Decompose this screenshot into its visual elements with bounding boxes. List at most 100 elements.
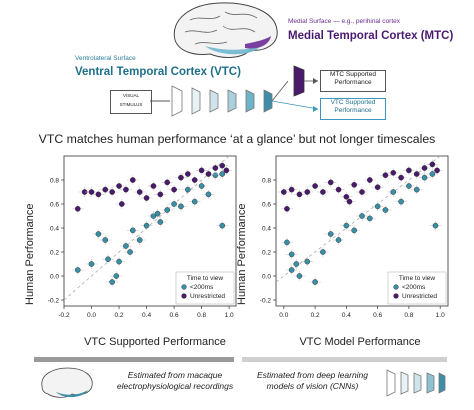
data-point (390, 189, 397, 195)
y-tick-label: 0.6 (262, 202, 271, 209)
legend-label: <200ms (190, 284, 214, 291)
data-point (367, 177, 373, 183)
data-point (185, 186, 191, 193)
layer-5 (245, 89, 255, 113)
vtc-out-line1: VTC Supported (330, 99, 376, 106)
data-point (191, 177, 198, 183)
data-point (281, 189, 287, 195)
data-point (413, 171, 420, 177)
data-point (359, 189, 365, 195)
cnn-layers-icon (386, 369, 446, 397)
data-point (374, 184, 381, 191)
data-point (296, 191, 303, 198)
mtc-out-line1: MTC Supported (330, 71, 376, 78)
data-point (374, 203, 381, 210)
data-point (343, 194, 350, 200)
x-tick-label: 0.0 (87, 312, 96, 319)
legend-label: <200ms (402, 284, 426, 291)
stimulus-line2: STIMULUS (119, 102, 143, 107)
data-point (434, 167, 440, 174)
data-point (398, 174, 404, 181)
vtc-output-box: VTC Supported Performance (320, 98, 386, 120)
data-point (293, 261, 300, 267)
data-point (130, 177, 136, 183)
data-point (113, 273, 120, 279)
data-point (382, 172, 389, 179)
data-point (406, 183, 412, 189)
data-point (164, 179, 170, 186)
data-point (130, 227, 136, 234)
scatter-chart-vtc-model: 0.0 0.2 0.4 0.6 0.8 1.0 -0.2 0.0 0.2 0.4 0.6 0.8 Tim… (260, 155, 449, 319)
y-tick-label: -0.2 (260, 298, 272, 305)
data-point (102, 237, 109, 243)
data-point (219, 171, 226, 177)
y-tick-label: 0.0 (50, 274, 59, 281)
y-tick-label: -0.2 (48, 298, 60, 305)
data-point (95, 191, 102, 198)
data-point (105, 256, 111, 262)
data-point (88, 189, 95, 195)
data-point (335, 186, 342, 193)
data-point (320, 249, 326, 255)
data-point (95, 231, 102, 237)
data-point (219, 222, 226, 229)
data-point (154, 210, 161, 217)
y-tick-label: 0.0 (262, 274, 271, 281)
data-point (118, 201, 125, 207)
layer-1 (171, 85, 183, 117)
mtc-title: Medial Temporal Cortex (MTC) (288, 30, 454, 42)
data-point (223, 167, 230, 174)
data-point (320, 189, 326, 195)
data-point (312, 279, 318, 285)
data-point (351, 227, 357, 234)
y-tick-label: 0.4 (50, 226, 59, 233)
data-point (312, 183, 318, 189)
data-point (351, 182, 357, 188)
data-point (136, 237, 143, 243)
x-tick-label: 1.0 (225, 312, 234, 319)
identity-line (275, 155, 441, 283)
data-point (304, 258, 311, 265)
layer-3 (209, 89, 219, 113)
data-point (296, 273, 303, 279)
data-point (304, 189, 311, 195)
y-tick-label: 0.8 (50, 178, 59, 185)
legend-marker (393, 293, 399, 299)
data-point (390, 169, 397, 176)
chart1-xlabel: VTC Supported Performance (84, 336, 226, 348)
layer-6 (263, 89, 273, 113)
x-tick-label: 0.4 (142, 312, 151, 319)
data-point (429, 161, 436, 168)
y-tick-label: 0.8 (262, 178, 271, 185)
data-point (127, 249, 133, 255)
data-point (143, 222, 150, 229)
chart1-ylabel: Human Performance (24, 203, 36, 306)
data-point (123, 186, 129, 193)
data-point (346, 198, 353, 205)
data-point (284, 239, 290, 246)
layer-4 (227, 89, 237, 113)
data-point (74, 206, 81, 212)
legend-marker (393, 284, 399, 290)
data-point (429, 171, 436, 177)
data-point (359, 213, 365, 219)
mtc-subtitle: Medial Surface — e.g., perihinal cortex (288, 18, 400, 25)
x-tick-label: 0.2 (311, 312, 320, 319)
data-point (421, 174, 428, 181)
data-point (143, 195, 150, 201)
data-point (157, 219, 164, 225)
note-cnn: Estimated from deep learning models of v… (256, 370, 369, 391)
data-point (413, 186, 420, 193)
visual-stimulus-box: VISUAL STIMULUS (110, 90, 152, 114)
data-point (327, 179, 334, 186)
y-tick-label: 0.2 (50, 250, 59, 257)
data-point (205, 171, 212, 177)
data-point (102, 186, 109, 193)
data-point (343, 222, 350, 229)
y-tick-label: 0.2 (262, 250, 271, 257)
data-point (367, 215, 373, 222)
scatter-chart-vtc-supported: -0.2 0.0 0.2 0.4 0.6 0.8 1.0 -0.2 0.0 0.2 0.4 0.6 0.… (48, 155, 237, 319)
data-point (398, 198, 404, 205)
data-point (164, 207, 170, 213)
data-point (335, 237, 342, 243)
